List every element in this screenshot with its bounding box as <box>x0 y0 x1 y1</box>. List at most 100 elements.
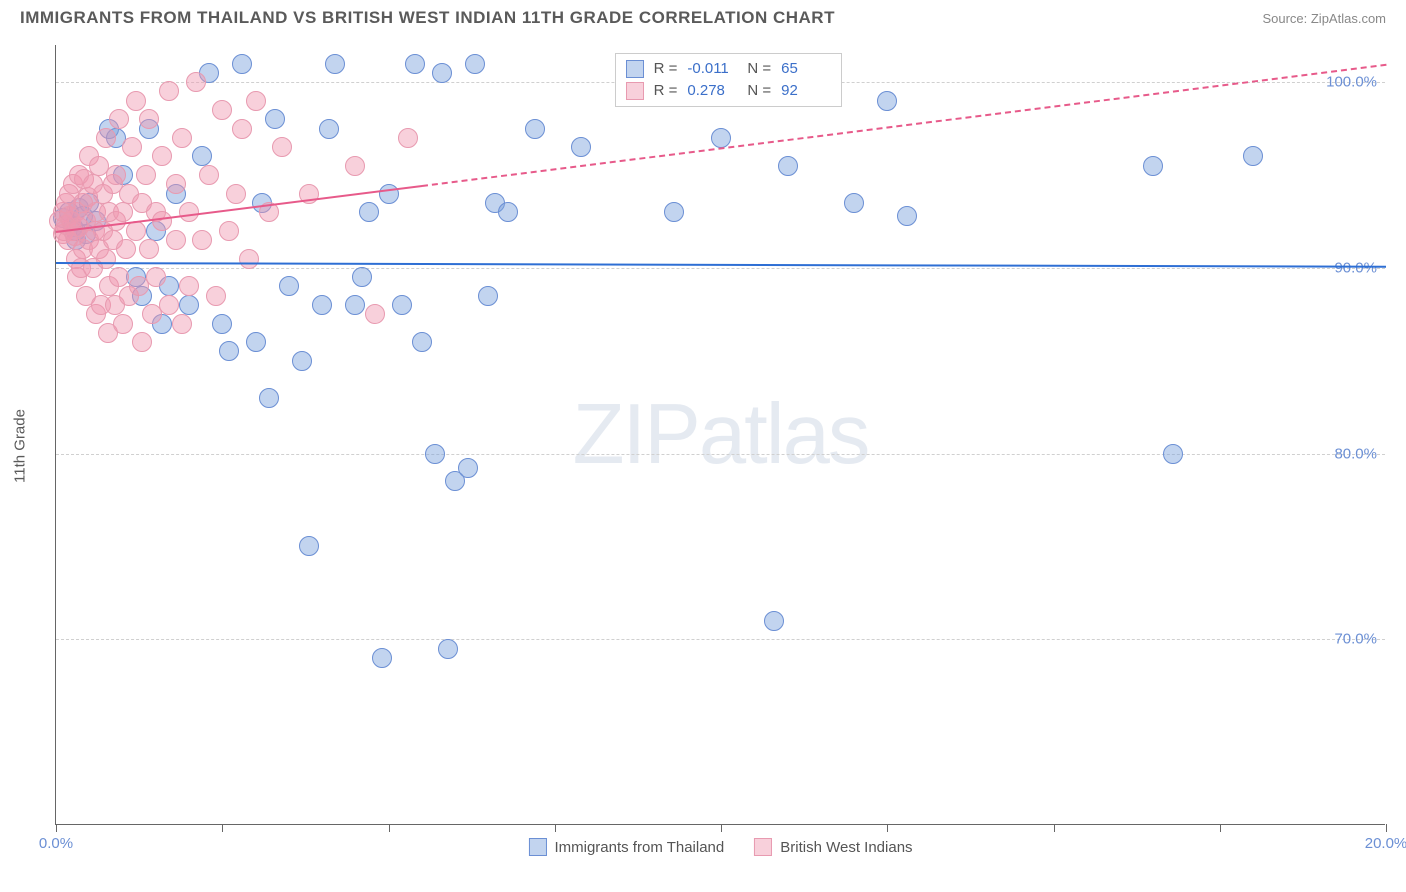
data-point-thailand <box>1163 444 1183 464</box>
legend-swatch <box>626 60 644 78</box>
legend-row-thailand: R =-0.011N =65 <box>626 58 832 80</box>
data-point-thailand <box>458 458 478 478</box>
data-point-thailand <box>877 91 897 111</box>
data-point-bwi <box>172 314 192 334</box>
x-tick <box>555 824 556 832</box>
data-point-thailand <box>897 206 917 226</box>
data-point-bwi <box>159 81 179 101</box>
data-point-bwi <box>212 100 232 120</box>
data-point-thailand <box>299 536 319 556</box>
x-tick <box>222 824 223 832</box>
r-label: R = <box>654 82 678 99</box>
data-point-thailand <box>319 119 339 139</box>
data-point-bwi <box>96 128 116 148</box>
data-point-bwi <box>152 146 172 166</box>
data-point-thailand <box>764 611 784 631</box>
data-point-thailand <box>179 295 199 315</box>
data-point-thailand <box>212 314 232 334</box>
data-point-thailand <box>379 184 399 204</box>
n-value: 65 <box>781 60 831 77</box>
data-point-thailand <box>392 295 412 315</box>
x-tick <box>887 824 888 832</box>
data-point-bwi <box>109 109 129 129</box>
data-point-bwi <box>239 249 259 269</box>
data-point-thailand <box>844 193 864 213</box>
legend-row-bwi: R = 0.278 N = 92 <box>626 80 832 102</box>
data-point-bwi <box>186 72 206 92</box>
data-point-bwi <box>136 165 156 185</box>
data-point-thailand <box>478 286 498 306</box>
x-tick-label: 20.0% <box>1365 835 1406 852</box>
legend-swatch <box>528 838 546 856</box>
data-point-bwi <box>172 128 192 148</box>
data-point-bwi <box>192 230 212 250</box>
x-tick <box>1054 824 1055 832</box>
watermark-thin: atlas <box>699 387 869 482</box>
data-point-thailand <box>425 444 445 464</box>
data-point-bwi <box>132 332 152 352</box>
legend-item: British West Indians <box>754 838 912 856</box>
data-point-thailand <box>232 54 252 74</box>
data-point-bwi <box>126 91 146 111</box>
correlation-legend: R =-0.011N =65R =0.278N =92 <box>615 53 843 107</box>
data-point-thailand <box>219 341 239 361</box>
data-point-thailand <box>312 295 332 315</box>
data-point-bwi <box>398 128 418 148</box>
data-point-bwi <box>113 314 133 334</box>
x-tick <box>721 824 722 832</box>
x-tick <box>1386 824 1387 832</box>
data-point-thailand <box>412 332 432 352</box>
x-tick <box>389 824 390 832</box>
data-point-thailand <box>405 54 425 74</box>
y-tick-label: 70.0% <box>1334 631 1377 648</box>
data-point-thailand <box>192 146 212 166</box>
data-point-bwi <box>152 211 172 231</box>
data-point-bwi <box>166 174 186 194</box>
legend-label: Immigrants from Thailand <box>554 839 724 856</box>
legend-item: Immigrants from Thailand <box>528 838 724 856</box>
data-point-bwi <box>179 202 199 222</box>
n-label: N = <box>747 82 771 99</box>
data-point-thailand <box>525 119 545 139</box>
r-label: R = <box>654 60 678 77</box>
legend-swatch <box>626 82 644 100</box>
data-point-thailand <box>1143 156 1163 176</box>
series-legend: Immigrants from Thailand British West Ind… <box>528 838 912 856</box>
data-point-thailand <box>571 137 591 157</box>
data-point-bwi <box>113 202 133 222</box>
data-point-bwi <box>159 295 179 315</box>
x-tick-label: 0.0% <box>39 835 73 852</box>
data-point-bwi <box>122 137 142 157</box>
data-point-bwi <box>139 109 159 129</box>
n-value: 92 <box>781 82 831 99</box>
data-point-bwi <box>179 276 199 296</box>
data-point-bwi <box>219 221 239 241</box>
data-point-thailand <box>1243 146 1263 166</box>
data-point-bwi <box>106 165 126 185</box>
grid-line <box>56 454 1385 455</box>
chart-title: IMMIGRANTS FROM THAILAND VS BRITISH WEST… <box>20 8 835 28</box>
data-point-bwi <box>96 249 116 269</box>
data-point-bwi <box>166 230 186 250</box>
data-point-thailand <box>325 54 345 74</box>
data-point-bwi <box>345 156 365 176</box>
n-label: N = <box>747 60 771 77</box>
data-point-thailand <box>372 648 392 668</box>
data-point-thailand <box>432 63 452 83</box>
r-value: 0.278 <box>687 82 737 99</box>
data-point-thailand <box>345 295 365 315</box>
legend-swatch <box>754 838 772 856</box>
data-point-thailand <box>711 128 731 148</box>
data-point-bwi <box>272 137 292 157</box>
watermark: ZIPatlas <box>573 386 869 484</box>
data-point-bwi <box>116 239 136 259</box>
data-point-bwi <box>206 286 226 306</box>
legend-label: British West Indians <box>780 839 912 856</box>
data-point-bwi <box>109 267 129 287</box>
data-point-thailand <box>438 639 458 659</box>
data-point-thailand <box>259 388 279 408</box>
y-tick-label: 80.0% <box>1334 445 1377 462</box>
data-point-thailand <box>359 202 379 222</box>
y-tick-label: 90.0% <box>1334 259 1377 276</box>
data-point-thailand <box>352 267 372 287</box>
